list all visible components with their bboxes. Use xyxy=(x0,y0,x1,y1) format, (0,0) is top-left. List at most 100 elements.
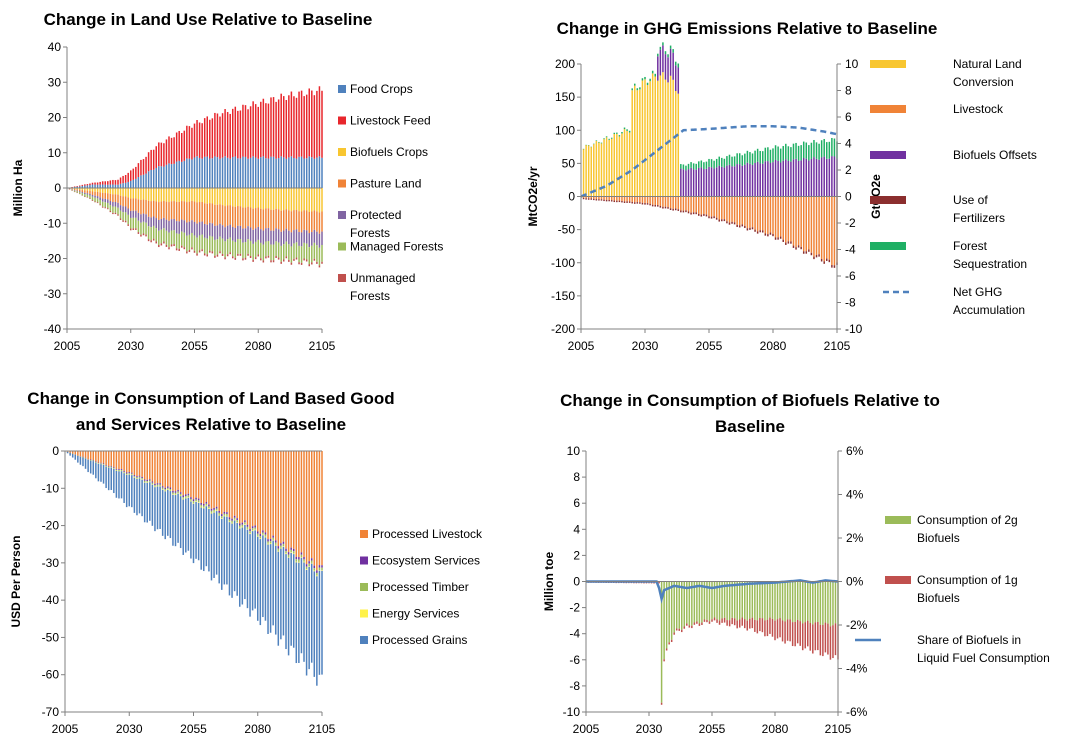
y-axis-label: USD Per Person xyxy=(9,535,23,627)
bar-segment xyxy=(95,461,97,463)
bar-segment xyxy=(736,224,738,227)
bar-segment xyxy=(321,244,323,262)
bar-segment xyxy=(168,202,170,221)
bar-segment xyxy=(247,226,249,240)
bar-segment xyxy=(769,196,772,233)
bar-segment xyxy=(156,484,159,486)
bar-segment xyxy=(738,581,741,620)
bar-segment xyxy=(831,196,833,266)
bar-segment xyxy=(178,201,180,222)
bar-segment xyxy=(193,123,196,158)
bar-segment xyxy=(239,158,242,188)
bar-segment xyxy=(125,472,128,474)
bar-segment xyxy=(196,237,198,254)
bar-segment xyxy=(776,581,779,620)
bar-segment xyxy=(174,495,177,547)
bar-segment xyxy=(81,193,84,196)
bar-segment xyxy=(754,619,756,632)
y2-tick-label: -10 xyxy=(845,322,863,336)
bar-segment xyxy=(209,222,211,236)
bar-segment xyxy=(79,186,81,188)
bar-segment xyxy=(644,203,646,205)
bar-segment xyxy=(191,220,193,233)
bar-segment xyxy=(154,451,156,484)
bar-segment xyxy=(721,196,723,220)
bar-segment xyxy=(593,198,595,201)
bar-segment xyxy=(152,225,155,239)
bar-segment xyxy=(183,188,186,202)
bar-segment xyxy=(114,206,117,213)
bar-segment xyxy=(156,485,159,487)
bar-segment xyxy=(208,508,210,509)
bar-segment xyxy=(165,139,168,165)
bar-segment xyxy=(690,167,692,197)
bar-segment xyxy=(693,581,696,623)
bar-segment xyxy=(812,581,814,625)
bar-segment xyxy=(119,177,122,184)
bar-segment xyxy=(828,196,831,260)
bar-segment xyxy=(831,156,833,197)
bar-segment xyxy=(264,534,267,537)
bar-segment xyxy=(678,581,680,629)
bar-segment xyxy=(101,206,104,208)
bar-segment xyxy=(101,192,104,199)
bar-segment xyxy=(254,525,256,528)
legend-label: Share of Biofuels in xyxy=(917,633,1021,647)
bar-segment xyxy=(305,259,308,262)
bar-segment xyxy=(110,451,113,466)
bar-segment xyxy=(288,259,290,262)
bar-segment xyxy=(275,208,277,229)
bar-segment xyxy=(639,196,641,203)
bar-segment xyxy=(316,576,318,686)
bar-segment xyxy=(767,161,769,197)
bar-segment xyxy=(130,198,132,211)
bar-segment xyxy=(169,491,172,539)
bar-segment xyxy=(99,204,101,206)
bar-segment xyxy=(107,208,109,210)
bar-segment xyxy=(219,236,221,252)
bar-segment xyxy=(799,621,801,646)
bar-segment xyxy=(91,182,94,185)
bar-segment xyxy=(77,455,79,463)
bar-segment xyxy=(165,244,168,247)
bar-segment xyxy=(140,222,142,235)
bar-segment xyxy=(285,241,288,257)
bar-segment xyxy=(275,101,277,159)
bar-segment xyxy=(662,45,664,73)
bar-segment xyxy=(731,166,733,197)
bar-segment xyxy=(107,451,110,466)
bar-segment xyxy=(239,188,242,207)
bar-segment xyxy=(234,156,237,188)
bar-segment xyxy=(123,471,125,473)
bar-segment xyxy=(127,214,129,225)
bar-segment xyxy=(664,196,667,207)
bar-segment xyxy=(249,533,251,535)
bar-segment xyxy=(216,239,219,255)
bar-segment xyxy=(104,207,106,209)
legend-swatch xyxy=(360,556,368,565)
bar-segment xyxy=(107,181,109,185)
bar-segment xyxy=(249,157,252,188)
bar-segment xyxy=(239,253,242,256)
bar-segment xyxy=(112,179,114,185)
bar-segment xyxy=(131,473,133,475)
bar-segment xyxy=(101,181,104,185)
bar-segment xyxy=(81,190,84,193)
bar-segment xyxy=(272,156,275,188)
bar-segment xyxy=(265,208,267,229)
bar-segment xyxy=(132,217,135,229)
bar-segment xyxy=(175,161,178,188)
y-tick-label: -50 xyxy=(558,223,576,237)
bar-segment xyxy=(677,196,680,210)
bar-segment xyxy=(213,451,215,508)
bar-segment xyxy=(713,216,715,219)
bar-segment xyxy=(688,581,691,626)
bar-segment xyxy=(198,188,201,203)
y-tick-label: -50 xyxy=(42,630,60,644)
bar-segment xyxy=(721,219,723,222)
bar-segment xyxy=(700,214,703,217)
bar-segment xyxy=(138,475,141,477)
bar-segment xyxy=(265,158,267,188)
bar-segment xyxy=(178,188,180,202)
bar-segment xyxy=(164,491,166,540)
